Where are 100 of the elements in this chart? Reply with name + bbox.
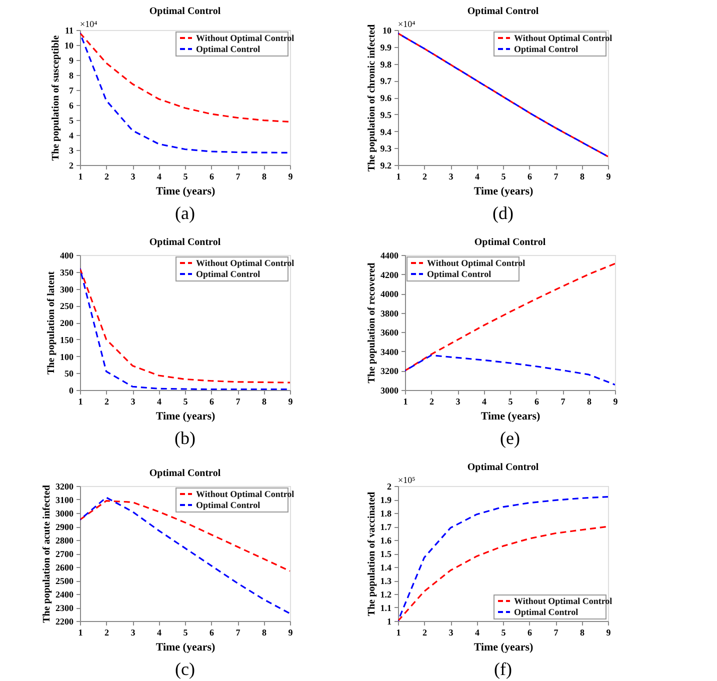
y-tick-label: 9.2 [380, 160, 392, 170]
chart-title: Optimal Control [149, 237, 221, 248]
y-tick-label: 3000 [56, 508, 74, 518]
y-tick-label: 1.4 [380, 562, 392, 572]
x-tick-label: 2 [430, 396, 434, 406]
x-axis-title: Time (years) [474, 642, 534, 654]
x-tick-label: 9 [288, 172, 294, 182]
y-axis-title: The population of susceptible [50, 34, 62, 161]
y-tick-label: 250 [60, 301, 74, 312]
y-tick-label: 3800 [380, 308, 399, 318]
y-tick-label: 1.6 [380, 536, 392, 546]
legend-label: Without Optimal Control [196, 258, 295, 268]
x-tick-label: 5 [183, 628, 188, 638]
x-tick-label: 6 [210, 396, 214, 406]
x-tick-label: 7 [554, 628, 559, 638]
y-axis-title: The population of recovered [366, 262, 378, 384]
x-tick-label: 3 [448, 628, 454, 638]
x-tick-label: 7 [554, 172, 559, 182]
x-tick-label: 4 [157, 172, 162, 182]
y-tick-label: 3600 [380, 328, 399, 338]
text: (c) [175, 659, 195, 679]
text: ×10⁴ [398, 19, 416, 29]
y-tick-label: 9.7 [380, 76, 392, 86]
y-tick-label: 1.7 [380, 522, 392, 532]
x-axis-title: Time (years) [156, 642, 216, 654]
x-tick-label: 8 [580, 172, 585, 182]
x-tick-label: 5 [501, 172, 506, 182]
y-tick-label: 1.1 [380, 603, 392, 613]
legend-label: Without Optimal Control [427, 258, 526, 268]
x-tick-label: 8 [580, 628, 585, 638]
x-tick-label: 2 [422, 172, 428, 182]
x-tick-label: 8 [262, 396, 267, 406]
x-tick-label: 4 [475, 172, 480, 182]
y-tick-label: 10 [382, 26, 392, 36]
line-series [405, 354, 615, 386]
y-tick-label: 1.9 [380, 495, 392, 505]
y-tick-label: 9.4 [380, 126, 392, 137]
x-tick-label: 8 [262, 628, 267, 638]
chart-title: Optimal Control [149, 468, 221, 479]
legend-label: Without Optimal Control [196, 489, 295, 499]
x-tick-label: 3 [130, 172, 136, 182]
y-tick-label: 9.6 [380, 93, 392, 103]
x-tick-label: 3 [448, 172, 454, 182]
x-tick-label: 7 [560, 396, 566, 406]
x-axis-title: Time (years) [480, 410, 541, 422]
legend-label: Optimal Control [196, 500, 261, 510]
y-axis-title: The population of vaccinated [366, 491, 378, 616]
x-tick-label: 4 [475, 628, 480, 638]
text: (b) [174, 428, 196, 448]
y-tick-label: 9 [69, 56, 74, 66]
y-tick-label: 3 [69, 146, 74, 156]
x-tick-label: 1 [78, 396, 84, 406]
y-tick-label: 400 [60, 250, 74, 260]
legend-label: Optimal Control [427, 269, 492, 279]
y-tick-label: 9.5 [380, 110, 392, 120]
y-tick-label: 7 [69, 86, 74, 96]
y-tick-label: 4000 [380, 289, 399, 300]
legend-label: Optimal Control [514, 607, 579, 617]
y-tick-label: 3200 [56, 482, 74, 492]
y-tick-label: 1.8 [380, 508, 392, 518]
y-tick-label: 2300 [56, 603, 74, 613]
x-tick-label: 7 [236, 628, 241, 638]
y-tick-label: 4400 [380, 250, 399, 260]
y-tick-label: 2500 [56, 576, 74, 586]
y-tick-label: 2900 [56, 522, 74, 532]
y-tick-label: 10 [64, 40, 74, 50]
y-tick-label: 2600 [56, 562, 74, 572]
y-tick-label: 5 [69, 116, 74, 126]
x-tick-label: 1 [78, 628, 84, 638]
text: ×10⁵ [398, 475, 416, 485]
x-tick-label: 2 [104, 628, 110, 638]
y-tick-label: 1.3 [380, 576, 392, 586]
y-tick-label: 11 [64, 26, 74, 36]
x-tick-label: 9 [288, 628, 294, 638]
x-tick-label: 3 [456, 396, 461, 406]
x-tick-label: 7 [236, 172, 241, 182]
x-tick-label: 9 [613, 396, 618, 406]
legend-label: Optimal Control [196, 44, 261, 54]
x-tick-label: 9 [606, 628, 612, 638]
text: ×10⁴ [80, 19, 98, 29]
chart-title: Optimal Control [467, 462, 539, 473]
y-tick-label: 4200 [380, 270, 399, 280]
x-axis-title: Time (years) [474, 186, 534, 198]
y-tick-label: 50 [64, 368, 74, 379]
y-tick-label: 9.8 [380, 59, 392, 70]
y-tick-label: 1 [387, 616, 392, 626]
x-tick-label: 9 [288, 396, 294, 406]
legend-label: Optimal Control [196, 269, 261, 279]
chart-title: Optimal Control [474, 237, 546, 248]
y-tick-label: 100 [60, 352, 74, 362]
legend-label: Without Optimal Control [514, 596, 613, 606]
y-tick-label: 0 [69, 386, 74, 396]
legend-label: Without Optimal Control [196, 33, 295, 43]
x-tick-label: 6 [528, 172, 532, 182]
y-tick-label: 150 [60, 334, 74, 345]
y-axis-title: The population of acute infected [42, 484, 52, 623]
x-tick-label: 6 [528, 628, 532, 638]
y-tick-label: 9.3 [380, 144, 392, 154]
y-tick-label: 300 [60, 284, 74, 294]
x-tick-label: 6 [534, 396, 540, 406]
